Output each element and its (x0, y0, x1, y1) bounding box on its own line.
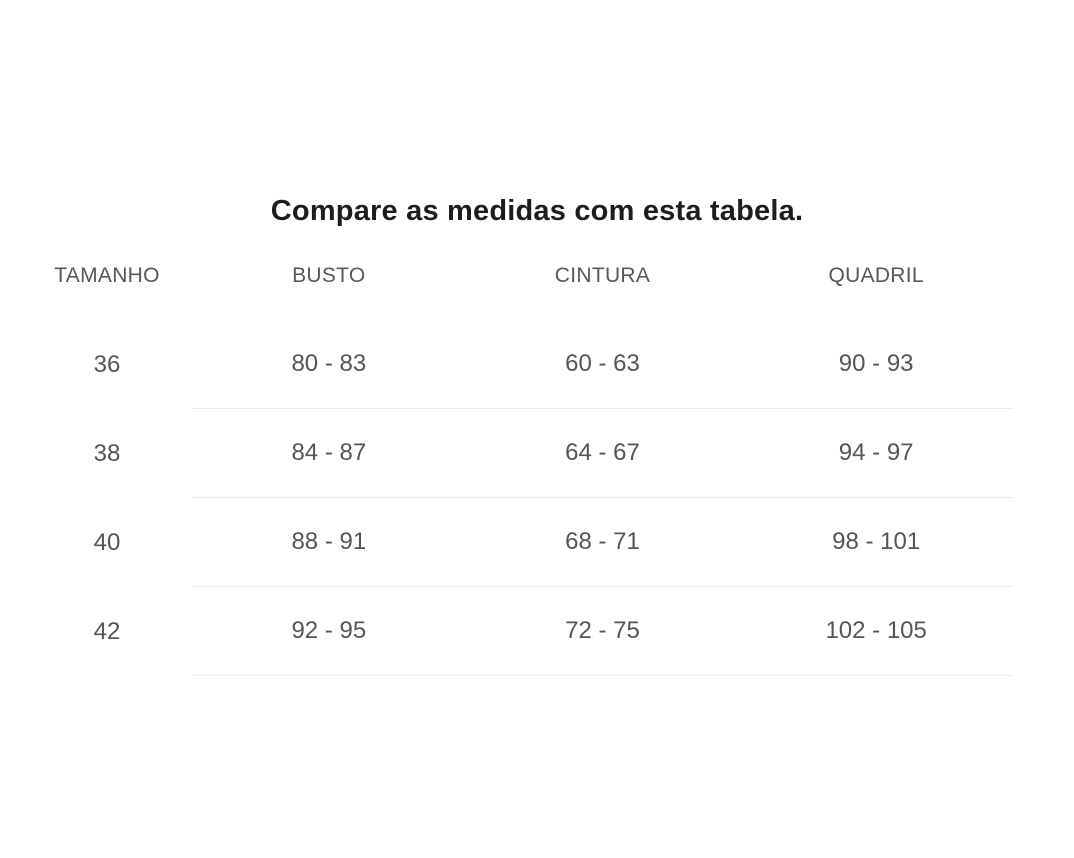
cell-tamanho: 36 (93, 350, 121, 378)
column-header-quadril: QUADRIL (828, 263, 924, 287)
cell-cintura: 60 - 63 (465, 320, 740, 409)
size-chart-page: Compare as medidas com esta tabela. TAMA… (0, 194, 1074, 858)
cell-cintura: 68 - 71 (465, 498, 740, 587)
cell-tamanho: 42 (93, 617, 121, 645)
cell-quadril: 94 - 97 (739, 409, 1013, 498)
column-header-tamanho: TAMANHO (54, 263, 160, 287)
cell-quadril: 102 - 105 (739, 587, 1013, 676)
cell-quadril: 90 - 93 (739, 320, 1013, 409)
size-table: TAMANHO BUSTO CINTURA QUADRIL 36 80 - 83… (22, 231, 1013, 676)
cell-busto: 88 - 91 (191, 498, 466, 587)
page-title: Compare as medidas com esta tabela. (270, 195, 804, 227)
cell-busto: 84 - 87 (191, 409, 466, 498)
cell-cintura: 64 - 67 (465, 409, 740, 498)
table-row: 38 84 - 87 64 - 67 94 - 97 (22, 409, 1013, 498)
cell-quadril: 98 - 101 (739, 498, 1013, 587)
cell-busto: 92 - 95 (191, 587, 466, 676)
table-row: 42 92 - 95 72 - 75 102 - 105 (22, 587, 1013, 676)
table-row: 40 88 - 91 68 - 71 98 - 101 (22, 498, 1013, 587)
table-row: 36 80 - 83 60 - 63 90 - 93 (22, 320, 1013, 409)
cell-busto: 80 - 83 (191, 320, 466, 409)
cell-cintura: 72 - 75 (465, 587, 740, 676)
column-header-cintura: CINTURA (554, 263, 651, 287)
column-header-busto: BUSTO (292, 263, 366, 287)
cell-tamanho: 38 (93, 439, 121, 467)
cell-tamanho: 40 (93, 528, 121, 556)
table-header-row: TAMANHO BUSTO CINTURA QUADRIL (22, 231, 1013, 320)
